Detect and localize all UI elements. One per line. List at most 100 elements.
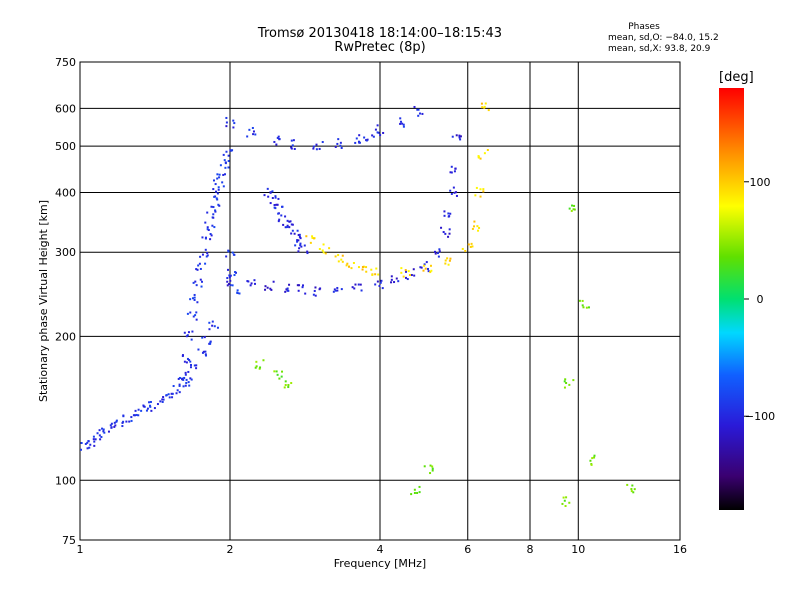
data-point	[399, 120, 402, 123]
data-point	[446, 257, 449, 260]
data-point	[224, 162, 227, 165]
data-point	[184, 371, 187, 374]
data-point	[204, 221, 207, 224]
data-point	[286, 219, 289, 222]
data-point	[181, 378, 184, 381]
series-trace	[226, 134, 462, 297]
data-point	[93, 440, 96, 443]
data-point	[461, 247, 464, 250]
data-point	[197, 348, 200, 351]
data-point	[437, 255, 440, 258]
data-point	[431, 469, 434, 472]
data-point	[225, 255, 228, 258]
data-point	[358, 134, 361, 137]
data-point	[146, 407, 149, 410]
data-point	[287, 384, 290, 387]
data-point	[291, 229, 294, 232]
data-point	[626, 483, 629, 486]
data-point	[340, 258, 343, 261]
data-point	[288, 226, 291, 229]
data-point	[184, 384, 187, 387]
data-point	[278, 218, 281, 221]
data-point	[477, 156, 480, 159]
data-point	[443, 214, 446, 217]
data-point	[401, 122, 404, 125]
data-point	[487, 109, 490, 112]
data-point	[128, 420, 131, 423]
data-point	[299, 242, 302, 245]
data-point	[591, 457, 594, 460]
data-point	[149, 404, 152, 407]
data-point	[232, 119, 235, 122]
data-point	[476, 225, 479, 228]
data-point	[114, 424, 117, 427]
data-point	[109, 424, 112, 427]
colorbar	[719, 88, 744, 510]
data-point	[188, 384, 191, 387]
data-point	[193, 296, 196, 299]
data-point	[232, 126, 235, 129]
data-point	[484, 102, 487, 105]
colorbar-tick-label: −100	[745, 410, 775, 423]
data-point	[438, 248, 441, 251]
data-point	[578, 299, 581, 302]
data-point	[264, 285, 267, 288]
data-point	[281, 205, 284, 208]
data-point	[397, 280, 400, 283]
data-point	[266, 286, 269, 289]
data-point	[376, 131, 379, 134]
data-point	[276, 203, 279, 206]
grid-lines	[80, 62, 680, 540]
data-point	[214, 209, 217, 212]
data-point	[300, 245, 303, 248]
data-point	[450, 171, 453, 174]
data-point	[206, 211, 209, 214]
data-point	[464, 249, 467, 252]
data-point	[161, 398, 164, 401]
data-point	[568, 383, 571, 386]
data-point	[413, 488, 416, 491]
data-point	[200, 285, 203, 288]
data-point	[230, 149, 233, 152]
data-point	[475, 186, 478, 189]
data-point	[214, 183, 217, 186]
data-point	[223, 159, 226, 162]
data-point	[296, 240, 299, 243]
data-point	[276, 373, 279, 376]
data-point	[185, 361, 188, 364]
data-point	[360, 289, 363, 292]
data-point	[341, 260, 344, 263]
data-point	[305, 235, 308, 238]
data-point	[227, 283, 230, 286]
data-point	[271, 197, 274, 200]
data-point	[293, 147, 296, 150]
data-point	[93, 444, 96, 447]
data-point	[365, 266, 368, 269]
data-point	[477, 155, 480, 158]
data-point	[430, 269, 433, 272]
data-point	[459, 138, 462, 141]
data-point	[204, 353, 207, 356]
data-point	[133, 414, 136, 417]
data-point	[346, 262, 349, 265]
data-point	[171, 396, 174, 399]
data-point	[358, 141, 361, 144]
series-trace	[225, 105, 424, 151]
data-point	[562, 496, 565, 499]
data-point	[189, 298, 192, 301]
data-point	[176, 389, 179, 392]
data-point	[284, 384, 287, 387]
data-point	[254, 133, 257, 136]
data-point	[413, 274, 416, 277]
data-point	[80, 448, 83, 451]
data-point	[312, 145, 315, 148]
data-point	[563, 499, 566, 502]
data-point	[341, 254, 344, 257]
data-point	[563, 386, 566, 389]
data-point	[101, 427, 104, 430]
y-tick-label: 200	[55, 330, 76, 343]
data-point	[587, 306, 590, 309]
data-point	[103, 431, 106, 434]
data-point	[271, 190, 274, 193]
data-point	[167, 393, 170, 396]
